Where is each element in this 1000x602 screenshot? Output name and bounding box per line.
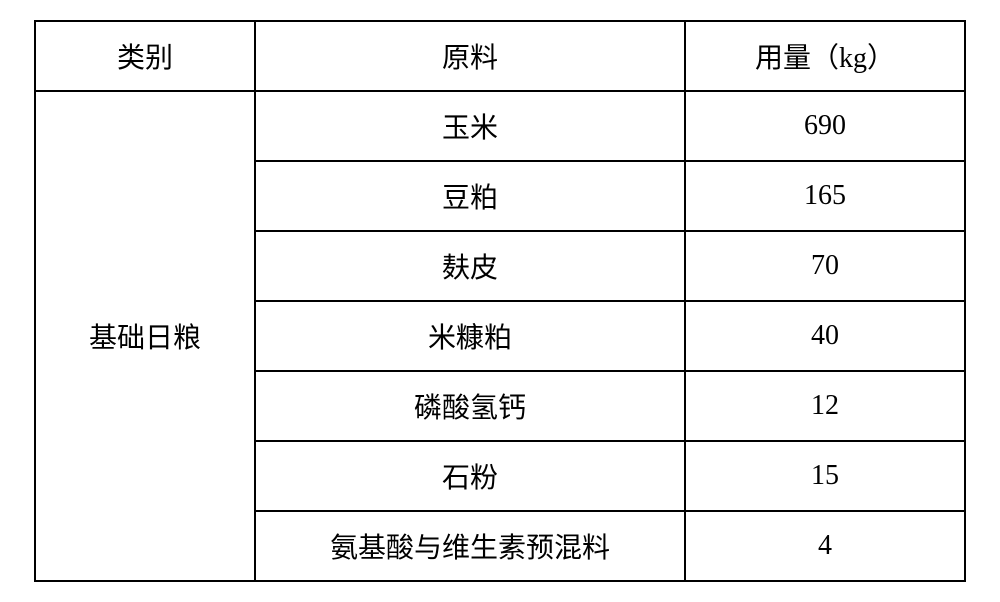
header-amount: 用量（kg） [685, 21, 965, 91]
table-body: 基础日粮 玉米 690 豆粕 165 麸皮 70 米糠粕 40 磷酸氢钙 12 … [35, 91, 965, 581]
material-cell: 麸皮 [255, 231, 685, 301]
table-row: 基础日粮 玉米 690 [35, 91, 965, 161]
feed-formula-table: 类别 原料 用量（kg） 基础日粮 玉米 690 豆粕 165 麸皮 70 米糠… [34, 20, 966, 582]
material-cell: 氨基酸与维生素预混料 [255, 511, 685, 581]
amount-cell: 4 [685, 511, 965, 581]
amount-cell: 15 [685, 441, 965, 511]
category-cell: 基础日粮 [35, 91, 255, 581]
material-cell: 磷酸氢钙 [255, 371, 685, 441]
amount-cell: 165 [685, 161, 965, 231]
material-cell: 石粉 [255, 441, 685, 511]
material-cell: 豆粕 [255, 161, 685, 231]
header-material: 原料 [255, 21, 685, 91]
header-category: 类别 [35, 21, 255, 91]
material-cell: 米糠粕 [255, 301, 685, 371]
amount-cell: 70 [685, 231, 965, 301]
amount-cell: 40 [685, 301, 965, 371]
amount-cell: 12 [685, 371, 965, 441]
material-cell: 玉米 [255, 91, 685, 161]
table-header-row: 类别 原料 用量（kg） [35, 21, 965, 91]
amount-cell: 690 [685, 91, 965, 161]
